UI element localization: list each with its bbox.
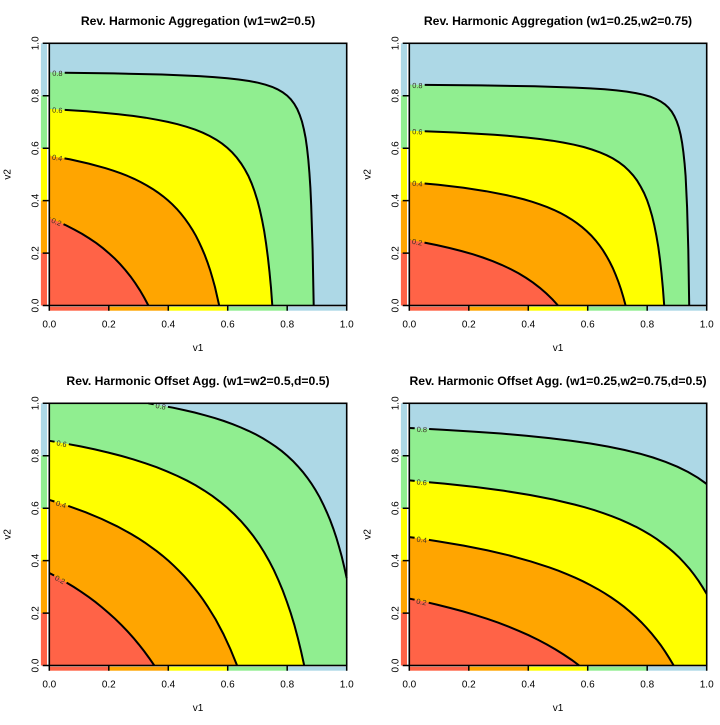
svg-text:0.8: 0.8 <box>640 319 654 330</box>
svg-text:0.4: 0.4 <box>51 153 63 164</box>
svg-text:0.4: 0.4 <box>30 193 41 207</box>
svg-text:0.6: 0.6 <box>581 679 595 690</box>
svg-text:0.6: 0.6 <box>52 105 63 115</box>
svg-text:Rev. Harmonic Aggregation (w1=: Rev. Harmonic Aggregation (w1=w2=0.5) <box>81 14 315 28</box>
svg-text:0.6: 0.6 <box>390 141 401 155</box>
svg-text:0.2: 0.2 <box>30 606 41 620</box>
svg-text:0.2: 0.2 <box>462 679 476 690</box>
svg-text:0.2: 0.2 <box>390 246 401 260</box>
svg-text:0.4: 0.4 <box>55 499 68 511</box>
svg-text:Rev. Harmonic Aggregation (w1=: Rev. Harmonic Aggregation (w1=0.25,w2=0.… <box>424 14 692 28</box>
svg-text:0.4: 0.4 <box>161 319 175 330</box>
svg-text:0.2: 0.2 <box>30 246 41 260</box>
svg-text:0.6: 0.6 <box>56 438 68 449</box>
svg-text:0.6: 0.6 <box>581 319 595 330</box>
svg-text:0.8: 0.8 <box>280 319 294 330</box>
svg-text:0.0: 0.0 <box>390 298 401 312</box>
svg-text:0.0: 0.0 <box>30 658 41 672</box>
svg-text:0.8: 0.8 <box>155 401 167 412</box>
svg-text:0.8: 0.8 <box>412 81 422 90</box>
svg-text:0.8: 0.8 <box>30 88 41 102</box>
svg-text:0.6: 0.6 <box>221 319 235 330</box>
svg-text:v1: v1 <box>553 343 564 354</box>
svg-text:0.4: 0.4 <box>161 679 175 690</box>
svg-text:0.0: 0.0 <box>402 319 416 330</box>
svg-text:0.8: 0.8 <box>30 448 41 462</box>
svg-text:0.4: 0.4 <box>416 535 427 545</box>
svg-text:0.0: 0.0 <box>42 679 56 690</box>
svg-text:0.0: 0.0 <box>42 319 56 330</box>
svg-text:0.4: 0.4 <box>30 553 41 567</box>
svg-text:0.4: 0.4 <box>521 679 535 690</box>
svg-text:0.4: 0.4 <box>390 553 401 567</box>
svg-text:0.4: 0.4 <box>390 193 401 207</box>
svg-text:0.2: 0.2 <box>415 596 427 607</box>
svg-text:0.2: 0.2 <box>50 216 63 228</box>
svg-text:0.2: 0.2 <box>102 319 116 330</box>
svg-text:0.0: 0.0 <box>402 679 416 690</box>
svg-text:1.0: 1.0 <box>700 319 714 330</box>
svg-text:0.8: 0.8 <box>390 448 401 462</box>
svg-text:0.0: 0.0 <box>30 298 41 312</box>
svg-text:v2: v2 <box>3 169 14 180</box>
svg-text:Rev. Harmonic Offset Agg. (w1=: Rev. Harmonic Offset Agg. (w1=w2=0.5,d=0… <box>66 374 329 388</box>
svg-text:0.6: 0.6 <box>30 141 41 155</box>
svg-text:Rev. Harmonic Offset Agg. (w1=: Rev. Harmonic Offset Agg. (w1=0.25,w2=0.… <box>409 374 706 388</box>
svg-text:v1: v1 <box>193 703 204 714</box>
svg-text:0.2: 0.2 <box>390 606 401 620</box>
svg-text:0.8: 0.8 <box>390 88 401 102</box>
svg-text:0.2: 0.2 <box>462 319 476 330</box>
svg-text:0.6: 0.6 <box>416 477 427 487</box>
svg-text:0.8: 0.8 <box>640 679 654 690</box>
svg-text:1.0: 1.0 <box>390 396 401 410</box>
svg-text:0.2: 0.2 <box>102 679 116 690</box>
svg-text:0.8: 0.8 <box>416 425 427 435</box>
svg-text:1.0: 1.0 <box>30 396 41 410</box>
svg-text:v2: v2 <box>3 529 14 540</box>
svg-text:0.6: 0.6 <box>390 501 401 515</box>
svg-text:0.2: 0.2 <box>53 573 66 586</box>
svg-text:0.6: 0.6 <box>221 679 235 690</box>
svg-text:0.4: 0.4 <box>521 319 535 330</box>
svg-text:v1: v1 <box>193 343 204 354</box>
svg-text:1.0: 1.0 <box>390 36 401 50</box>
svg-text:0.0: 0.0 <box>390 658 401 672</box>
svg-text:0.6: 0.6 <box>412 127 423 136</box>
svg-text:0.2: 0.2 <box>411 237 423 248</box>
svg-text:1.0: 1.0 <box>30 36 41 50</box>
svg-text:0.8: 0.8 <box>52 69 62 78</box>
svg-text:v2: v2 <box>363 529 374 540</box>
svg-text:0.6: 0.6 <box>30 501 41 515</box>
svg-text:v2: v2 <box>363 169 374 180</box>
svg-text:1.0: 1.0 <box>340 319 354 330</box>
svg-text:0.8: 0.8 <box>280 679 294 690</box>
svg-text:v1: v1 <box>553 703 564 714</box>
svg-text:0.4: 0.4 <box>412 179 423 189</box>
svg-text:1.0: 1.0 <box>340 679 354 690</box>
svg-text:1.0: 1.0 <box>700 679 714 690</box>
